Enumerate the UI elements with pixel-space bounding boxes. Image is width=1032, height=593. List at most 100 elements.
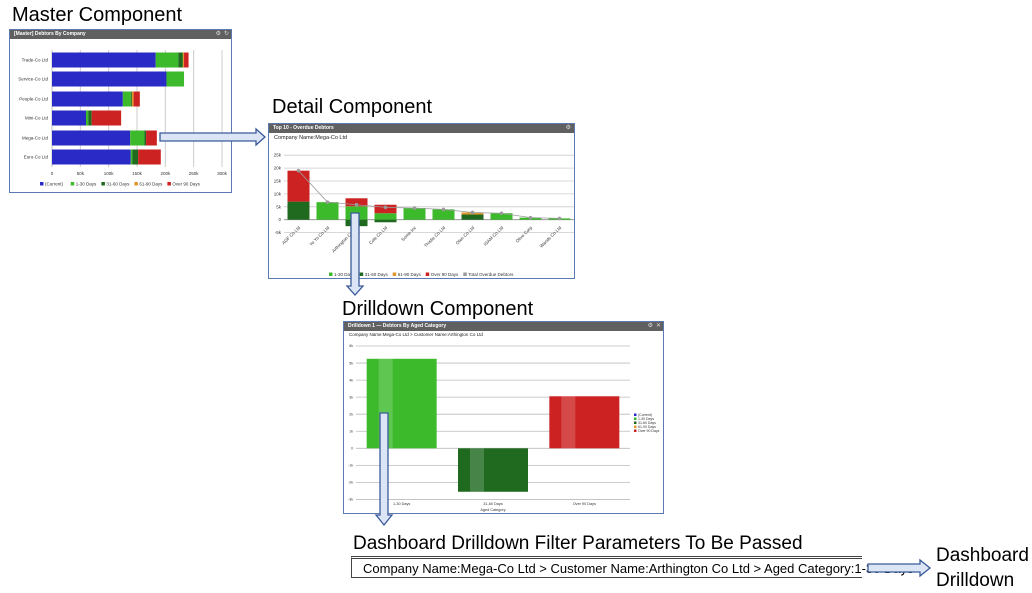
bar-d1_30 bbox=[130, 130, 145, 146]
legend-label: 61-90 Days bbox=[139, 182, 163, 187]
bar-d61_90 bbox=[131, 91, 134, 107]
bar-current bbox=[52, 110, 86, 126]
category-label: 1-30 Days bbox=[393, 502, 410, 506]
bar-highlight bbox=[470, 448, 484, 492]
bar-d1_30 bbox=[86, 110, 89, 126]
bar-d1_30 bbox=[130, 149, 133, 165]
category-label: Olive Corp bbox=[515, 225, 534, 244]
detail-component-label: Detail Component bbox=[272, 96, 433, 118]
category-label: Mega-Co Ltd bbox=[22, 136, 49, 141]
y-tick-label: 2k bbox=[349, 412, 353, 416]
settings-icon[interactable]: ⚙ bbox=[215, 31, 221, 37]
refresh-icon[interactable]: ↻ bbox=[223, 31, 229, 37]
bar-d1_30 bbox=[403, 208, 426, 220]
bar-d31_60 bbox=[287, 201, 310, 220]
total-point bbox=[412, 206, 417, 210]
legend-label: Total Overdue Debtors bbox=[468, 272, 514, 277]
bar-d31_60 bbox=[178, 52, 183, 68]
y-tick-label: 1k bbox=[349, 429, 353, 433]
bar-current bbox=[52, 91, 123, 107]
legend-label: 1-30 Days bbox=[638, 417, 654, 421]
y-tick-label: 15k bbox=[274, 179, 282, 184]
legend-label: 31-60 Days bbox=[106, 182, 130, 187]
drilldown-chart-title: Drilldown 1 — Debtors By Aged Category bbox=[344, 322, 663, 331]
bar-d31_60 bbox=[461, 214, 484, 220]
total-point bbox=[528, 215, 533, 220]
bar-d31_60 bbox=[458, 448, 528, 492]
bar-current bbox=[52, 130, 131, 146]
x-tick-label: 100k bbox=[104, 171, 115, 176]
drilldown-chart-panel: 6k 5k 4k 3k 2k 1k 0 -1k -2k -3k 1-30 Days 31-60 Day… bbox=[343, 321, 664, 514]
dashboard-label-1: Dashboard bbox=[936, 545, 1029, 566]
master-chart-title: [Master] Debtors By Company bbox=[10, 30, 231, 39]
category-label: Cole Co Ltd bbox=[368, 225, 389, 246]
detail-chart-title: Top 10 - Overdue Debtors bbox=[269, 124, 574, 133]
bar-d1_30 bbox=[122, 91, 131, 107]
y-tick-label: 3k bbox=[349, 395, 353, 399]
total-point bbox=[557, 216, 562, 221]
filter-parameters-box: Company Name:Mega-Co Ltd > Customer Name… bbox=[351, 556, 914, 578]
x-tick-label: 50k bbox=[77, 171, 85, 176]
master-chart: 0 50k 100k 150k 200k 250k 300k Trade-Co Ltd Serv… bbox=[18, 50, 228, 187]
category-label: Trade-Co Ltd bbox=[22, 58, 49, 63]
bar-d1_30 bbox=[374, 213, 397, 220]
total-point bbox=[441, 207, 446, 212]
bar-d31_60 bbox=[130, 91, 132, 107]
settings-icon[interactable]: ⚙ bbox=[565, 125, 571, 131]
category-label: Wands Co Ltd bbox=[539, 225, 563, 249]
bar-over90 bbox=[184, 52, 189, 68]
legend-swatch bbox=[134, 182, 138, 186]
x-axis-title: Aged Category bbox=[480, 508, 505, 512]
bar-d1_30 bbox=[432, 209, 455, 220]
legend-label: 1-30 Days bbox=[76, 182, 97, 187]
legend-label: 31-60 Days bbox=[365, 272, 389, 277]
total-point bbox=[470, 210, 475, 215]
bar-d31_60 bbox=[345, 219, 368, 227]
legend-label: 61-90 Days bbox=[638, 425, 656, 429]
legend-swatch bbox=[634, 413, 637, 416]
total-point bbox=[354, 202, 359, 207]
bar-d31_60 bbox=[132, 149, 139, 165]
y-tick-label: 0 bbox=[278, 217, 281, 222]
category-label: People-Co Ltd bbox=[19, 97, 48, 102]
legend-label: Over 90 Days bbox=[638, 429, 660, 433]
y-tick-label: 6k bbox=[349, 344, 353, 348]
total-point bbox=[383, 205, 388, 210]
x-tick-label: 300k bbox=[217, 171, 228, 176]
close-icon[interactable]: ✕ bbox=[655, 323, 661, 329]
y-tick-label: -3k bbox=[348, 498, 353, 502]
category-label: Arthington Co Ltd bbox=[331, 225, 360, 254]
bar-highlight bbox=[378, 358, 393, 449]
master-component-label: Master Component bbox=[12, 4, 183, 26]
y-tick-label: 10k bbox=[274, 191, 282, 196]
y-tick-label: 0 bbox=[351, 447, 353, 451]
total-point bbox=[499, 211, 504, 216]
detail-chart-subtitle: Company Name:Mega-Co Ltd bbox=[274, 135, 348, 141]
dashboard-label-2: Drilldown bbox=[936, 570, 1015, 591]
bar-d1_30 bbox=[345, 206, 368, 220]
y-tick-label: 25k bbox=[274, 153, 282, 158]
legend-label: (Current) bbox=[638, 413, 652, 417]
y-tick-label: -2k bbox=[348, 481, 353, 485]
legend-label: Over 90 Days bbox=[431, 272, 459, 277]
bar-highlight bbox=[561, 396, 576, 449]
drilldown-component-label: Drilldown Component bbox=[342, 298, 534, 320]
bar-d31_60 bbox=[88, 110, 92, 126]
settings-icon[interactable]: ⚙ bbox=[647, 323, 653, 329]
detail-chart: 25k 20k 15k 10k 5k 0 -5k AGF Co Ltd Yo Yo Co Ltd… bbox=[274, 153, 574, 277]
total-line bbox=[298, 170, 560, 219]
category-label: Some Inc bbox=[400, 225, 418, 243]
category-label: Mini-Co Ltd bbox=[25, 116, 49, 121]
category-label: Euro-Co Ltd bbox=[24, 155, 49, 160]
legend-swatch bbox=[634, 425, 637, 428]
total-point bbox=[296, 168, 301, 173]
x-tick-label: 200k bbox=[160, 171, 171, 176]
category-label: AGF Co Ltd bbox=[281, 225, 302, 246]
bar-d31_60 bbox=[374, 219, 397, 223]
detail-chart-panel: 25k 20k 15k 10k 5k 0 -5k AGF Co Ltd Yo Yo Co Ltd… bbox=[268, 123, 575, 279]
legend-swatch bbox=[167, 182, 171, 186]
legend-swatch bbox=[40, 182, 44, 186]
legend-label: (Current) bbox=[45, 182, 64, 187]
y-tick-label: -1k bbox=[348, 464, 353, 468]
